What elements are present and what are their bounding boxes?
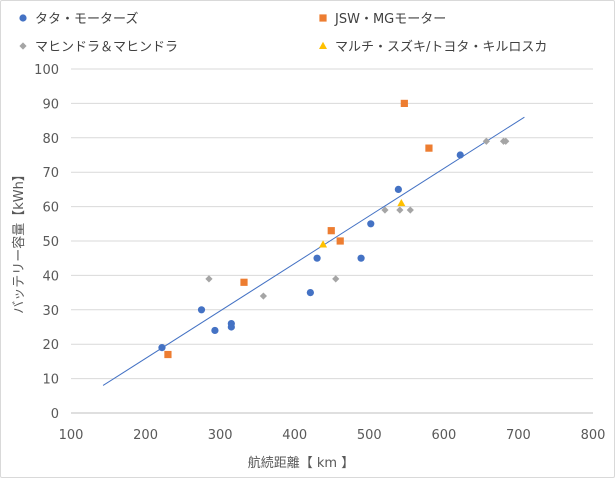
x-tick-label: 200: [133, 428, 158, 443]
data-point: [164, 350, 172, 359]
x-tick-label: 600: [431, 428, 456, 443]
x-axis-title: 航続距離【 km 】: [248, 455, 354, 471]
y-tick-label: 20: [42, 338, 59, 353]
data-point: [313, 254, 321, 262]
data-point: [197, 306, 206, 314]
legend-label: マルチ・スズキ/トヨタ・キルロスカ: [335, 39, 547, 55]
y-tick-label: 100: [34, 63, 59, 78]
data-point: [158, 344, 166, 352]
y-axis-ticks: 0 10 20 30 40 50 60 70 80 90 100: [34, 63, 59, 422]
data-points: [158, 99, 510, 359]
x-tick-label: 700: [506, 428, 531, 443]
legend-label: マヒンドラ＆マヒンドラ: [35, 40, 178, 55]
y-tick-label: 0: [51, 407, 59, 422]
data-point: [240, 278, 248, 286]
data-point: [400, 99, 408, 107]
data-point: [205, 275, 213, 283]
y-tick-label: 10: [42, 373, 59, 388]
data-point: [502, 137, 510, 145]
trendline-layer: [102, 116, 525, 386]
legend-marker: [19, 14, 27, 22]
trendline: [102, 116, 525, 386]
data-point: [357, 254, 365, 262]
data-point: [259, 292, 267, 300]
y-tick-label: 50: [42, 235, 59, 250]
x-tick-label: 500: [357, 428, 382, 443]
y-tick-label: 90: [42, 97, 59, 112]
y-tick-label: 70: [42, 166, 59, 181]
y-tick-label: 30: [42, 304, 59, 319]
x-tick-label: 800: [581, 428, 606, 443]
data-point: [367, 220, 375, 228]
data-point: [336, 237, 344, 245]
data-point: [396, 206, 404, 214]
legend-marker: [319, 41, 327, 49]
x-tick-label: 300: [208, 428, 233, 443]
data-point: [306, 289, 314, 297]
y-tick-label: 40: [42, 269, 59, 284]
data-point: [381, 206, 389, 214]
data-point: [482, 137, 490, 145]
legend-marker: [19, 42, 27, 50]
y-tick-label: 60: [42, 201, 59, 216]
data-point: [456, 151, 464, 159]
data-point: [397, 198, 406, 207]
data-point: [425, 144, 433, 152]
y-tick-label: 80: [42, 132, 59, 147]
data-point: [406, 206, 414, 214]
legend-label: タタ・モーターズ: [35, 11, 138, 27]
data-point: [211, 326, 219, 335]
y-axis-title: バッテリー容量【kWh】: [11, 168, 27, 314]
gridlines: [71, 68, 593, 414]
legend-label: JSW・MGモーター: [334, 12, 446, 27]
x-tick-label: 100: [59, 428, 84, 443]
data-point: [227, 323, 235, 331]
data-point: [319, 240, 328, 248]
x-axis-ticks: 100 200 300 400 500 600 700 800: [59, 428, 606, 443]
data-point: [394, 185, 402, 193]
x-tick-label: 400: [282, 428, 307, 443]
data-point: [327, 227, 335, 235]
data-point: [332, 275, 340, 283]
legend-marker: [319, 14, 327, 22]
